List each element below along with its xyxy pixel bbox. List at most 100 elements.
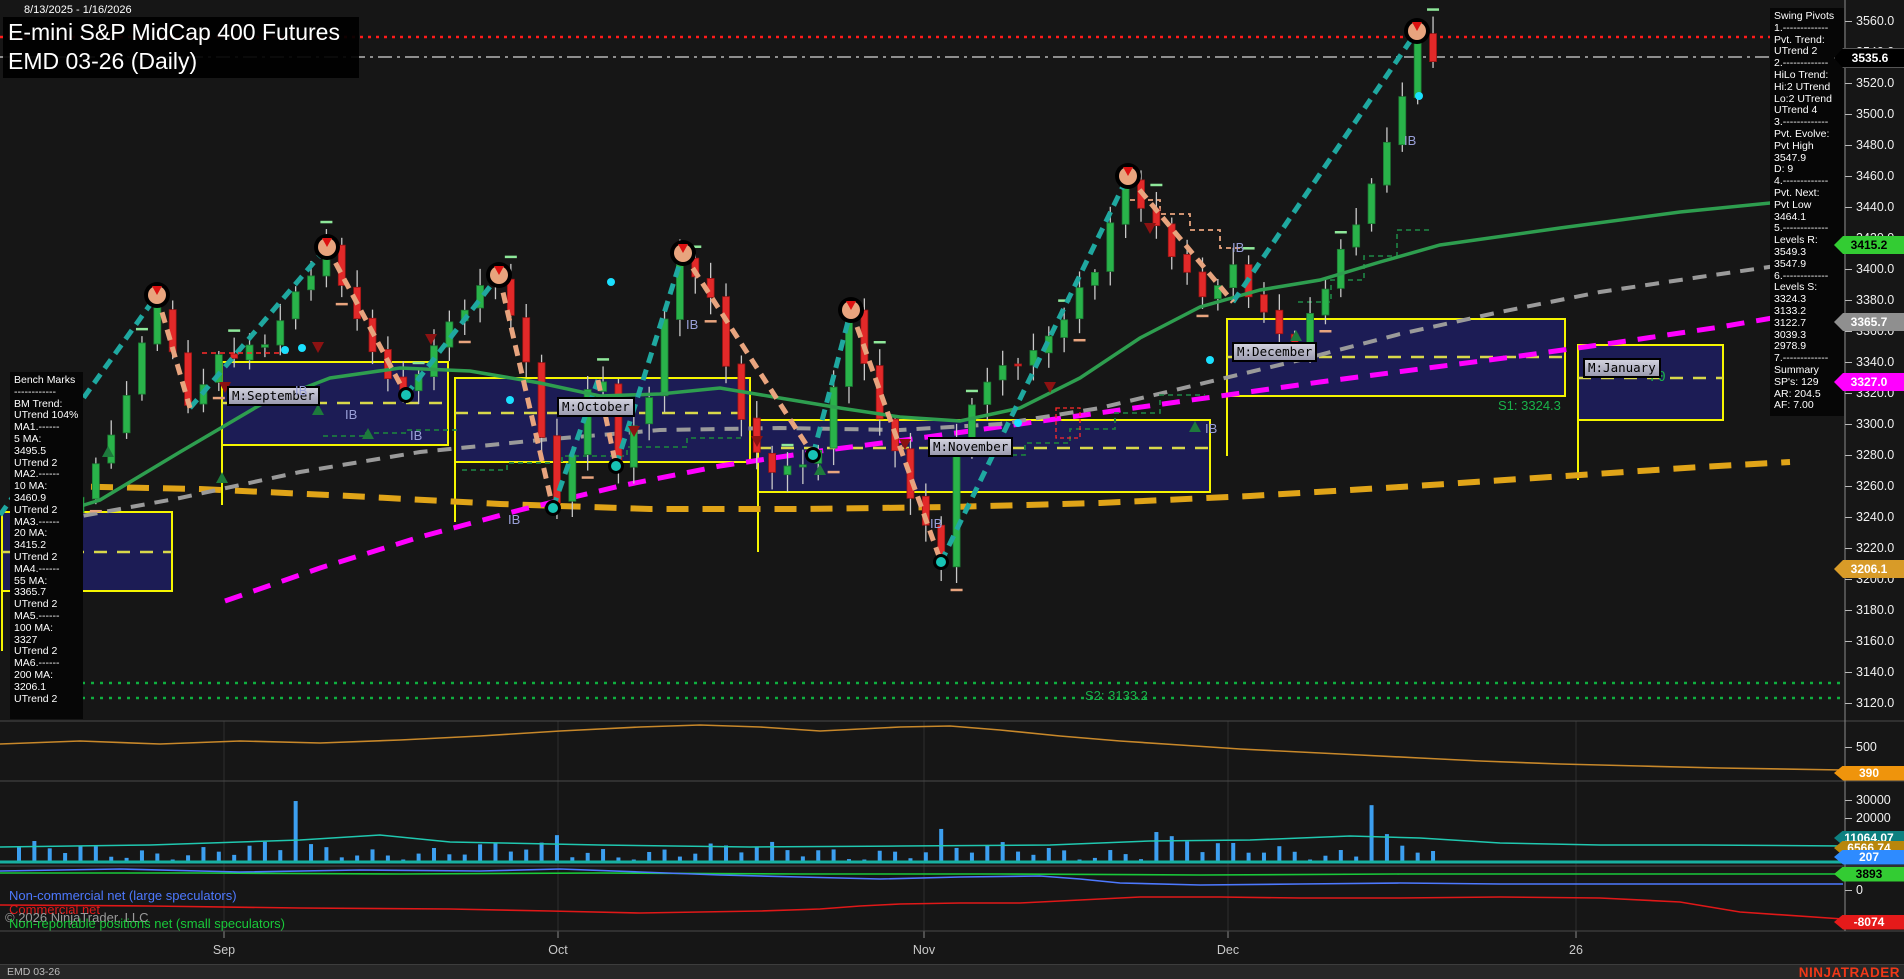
chart-title: E-mini S&P MidCap 400 Futures (8, 19, 340, 45)
swing-line: 3464.1 (1774, 210, 1807, 223)
month-label-december: M:December (1232, 342, 1318, 362)
bench-line: 10 MA: (14, 480, 48, 493)
swing-line: 1.------------- (1774, 21, 1829, 34)
time-axis-label[interactable]: Oct (548, 943, 568, 957)
swing-line: UTrend 4 (1774, 104, 1818, 117)
price-axis-tick (1845, 176, 1852, 177)
indicator-axis-tick (1845, 800, 1852, 801)
swing-line: 3549.3 (1774, 245, 1807, 258)
ib-label: IB (410, 428, 423, 443)
bench-line: 100 MA: (14, 621, 54, 634)
bench-line: BM Trend: (14, 397, 63, 410)
ib-label: IB (1232, 240, 1245, 255)
price-tag: 3415.2 (1834, 236, 1904, 254)
price-axis-label[interactable]: 3180.0 (1856, 603, 1895, 617)
legend-nonreportable: Non-reportable positions net (small spec… (9, 916, 286, 931)
bench-line: ------------ (14, 385, 56, 398)
ib-label: IB (1205, 421, 1218, 436)
s2-level-label: S2: 3133.2 (1085, 688, 1148, 703)
swing-line: 2978.9 (1774, 340, 1807, 353)
swing-line: Pvt. Trend: (1774, 33, 1825, 46)
price-axis-tick (1845, 579, 1852, 580)
price-axis-tick (1845, 672, 1852, 673)
swing-line: 3.------------- (1774, 116, 1829, 129)
price-tag: -8074 (1834, 914, 1904, 930)
swing-line: AR: 204.5 (1774, 387, 1821, 400)
time-axis-label[interactable]: 26 (1569, 943, 1583, 957)
price-axis-label[interactable]: 3500.0 (1856, 107, 1895, 121)
bench-line: UTrend 104% (14, 409, 79, 422)
price-axis-label[interactable]: 3140.0 (1856, 665, 1895, 679)
price-axis-tick (1845, 610, 1852, 611)
ib-label: IB (345, 407, 358, 422)
price-axis-tick (1845, 703, 1852, 704)
swing-line: Hi:2 UTrend (1774, 80, 1831, 93)
bench-line: MA1.------ (14, 421, 60, 434)
swing-line: Levels R: (1774, 234, 1818, 247)
price-axis-tick (1845, 393, 1852, 394)
bench-line: 3206.1 (14, 680, 47, 693)
price-axis-tick (1845, 424, 1852, 425)
bench-line: MA4.------ (14, 562, 60, 575)
time-axis-label[interactable]: Nov (912, 943, 936, 957)
price-axis-tick (1845, 83, 1852, 84)
swing-line: AF: 7.00 (1774, 399, 1814, 412)
swing-line: D: 9 (1774, 163, 1794, 176)
price-axis-label[interactable]: 3220.0 (1856, 541, 1895, 555)
price-axis-label[interactable]: 3240.0 (1856, 510, 1895, 524)
ninjatrader-logo: NINJATRADER (1798, 965, 1900, 979)
indicator-axis-tick (1845, 890, 1852, 891)
indicator-axis-label[interactable]: 30000 (1856, 793, 1891, 807)
price-axis-label[interactable]: 3280.0 (1856, 448, 1895, 462)
indicator-axis-label[interactable]: 500 (1856, 740, 1877, 754)
swing-line: Pvt. Evolve: (1774, 127, 1830, 140)
title-backdrop (3, 17, 359, 78)
price-axis-label[interactable]: 3460.0 (1856, 169, 1895, 183)
price-axis-tick (1845, 145, 1852, 146)
ib-label: IB (295, 383, 308, 398)
indicator-axis-label[interactable]: 20000 (1856, 811, 1891, 825)
price-axis-label[interactable]: 3120.0 (1856, 696, 1895, 710)
price-axis-tick (1845, 207, 1852, 208)
bench-line: 3460.9 (14, 491, 47, 504)
instrument-tab[interactable]: EMD 03-26 (7, 966, 61, 978)
price-axis-tick (1845, 114, 1852, 115)
price-axis-label[interactable]: 3380.0 (1856, 293, 1895, 307)
price-axis-tick (1845, 486, 1852, 487)
bench-marks-panel: Bench Marks ------------ BM Trend: UTrend 1… (10, 372, 83, 719)
bench-line: UTrend 2 (14, 692, 58, 705)
swing-line: 3122.7 (1774, 316, 1807, 329)
swing-line: 4.------------- (1774, 175, 1829, 188)
ib-label: IB (1404, 133, 1417, 148)
price-axis-label[interactable]: 3340.0 (1856, 355, 1895, 369)
price-tag: 3327.0 (1834, 373, 1904, 391)
price-axis-label[interactable]: 3400.0 (1856, 262, 1895, 276)
bench-line: 3495.5 (14, 444, 47, 457)
bench-line: UTrend 2 (14, 645, 58, 658)
swing-line: Swing Pivots (1774, 10, 1835, 22)
swing-line: 7.------------- (1774, 352, 1829, 365)
swing-line: 3547.9 (1774, 257, 1807, 270)
bench-line: MA5.------ (14, 609, 60, 622)
bench-line: 200 MA: (14, 668, 54, 681)
price-tag: 390 (1834, 765, 1904, 781)
price-axis-label[interactable]: 3260.0 (1856, 479, 1895, 493)
price-axis-label[interactable]: 3560.0 (1856, 14, 1895, 28)
price-axis-label[interactable]: 3300.0 (1856, 417, 1895, 431)
time-axis-label[interactable]: Dec (1216, 943, 1240, 957)
month-label-october: M:October (557, 397, 635, 417)
price-axis-label[interactable]: 3520.0 (1856, 76, 1895, 90)
price-axis-label[interactable]: 3480.0 (1856, 138, 1895, 152)
bench-line: 3415.2 (14, 539, 47, 552)
indicator-axis-label[interactable]: 0 (1856, 883, 1863, 897)
time-axis-label[interactable]: Sep (212, 943, 236, 957)
month-label-november: M:November (928, 437, 1014, 457)
price-axis-label[interactable]: 3440.0 (1856, 200, 1895, 214)
s1-level-label: S1: 3324.3 (1498, 398, 1561, 413)
swing-line: UTrend 2 (1774, 45, 1818, 58)
price-axis-tick (1845, 21, 1852, 22)
price-axis-label[interactable]: 3160.0 (1856, 634, 1895, 648)
swing-line: 3133.2 (1774, 304, 1807, 317)
